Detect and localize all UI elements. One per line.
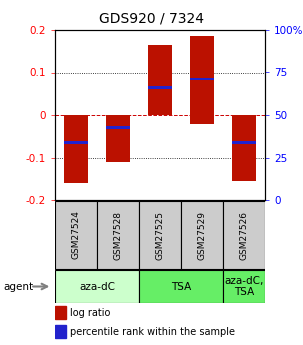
Bar (139, 201, 181, 269)
Text: agent: agent (3, 282, 33, 292)
Bar (55, 201, 97, 269)
Bar (148, 86, 172, 89)
Bar (55, 325, 65, 338)
Bar (55, 270, 139, 303)
Text: GSM27524: GSM27524 (72, 210, 81, 259)
Bar (148, 45, 171, 115)
Text: aza-dC,
TSA: aza-dC, TSA (224, 276, 264, 297)
Text: GSM27525: GSM27525 (155, 210, 165, 259)
Text: GDS920 / 7324: GDS920 / 7324 (99, 12, 204, 26)
Text: log ratio: log ratio (70, 308, 110, 318)
Bar (139, 270, 223, 303)
Text: GSM27529: GSM27529 (198, 210, 207, 259)
Bar (64, 141, 88, 144)
Bar (190, 78, 214, 80)
Text: GSM27528: GSM27528 (114, 210, 122, 259)
Bar (55, 306, 65, 319)
Bar (223, 201, 265, 269)
Bar (98, 201, 138, 269)
Text: GSM27526: GSM27526 (239, 210, 248, 259)
Bar (181, 201, 223, 269)
Bar (223, 270, 265, 303)
Bar (232, 141, 256, 144)
Bar (106, 115, 130, 162)
Text: TSA: TSA (171, 282, 191, 292)
Bar (65, 115, 88, 183)
Bar (191, 36, 214, 124)
Text: percentile rank within the sample: percentile rank within the sample (70, 327, 235, 337)
Bar (232, 115, 255, 181)
Text: aza-dC: aza-dC (79, 282, 115, 292)
Bar (106, 127, 130, 129)
